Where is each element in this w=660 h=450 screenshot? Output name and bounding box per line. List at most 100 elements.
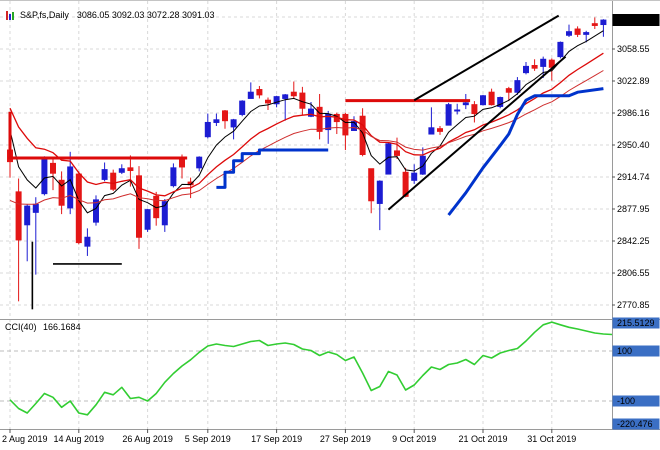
price-tick-label: 2950.40 [617,140,650,150]
candle-down [591,23,598,26]
candle-down [256,89,263,96]
candle-down [574,28,581,35]
date-tick-label: 27 Sep 2019 [320,434,371,444]
red-resistance-lines[interactable] [8,99,471,160]
candle-up [118,168,125,173]
candle-down [110,172,117,190]
price-tick-label: 3022.89 [617,76,650,86]
candle-up [239,100,246,115]
candle-up [204,121,211,138]
panel-separators [0,1,660,430]
candle-down [368,168,375,202]
candle-down [488,91,495,106]
candle-up [566,31,572,36]
blue-support-line[interactable] [216,87,604,216]
candle-up [514,80,521,93]
indicator-level-label: 100 [617,346,632,356]
candle-down [437,128,443,132]
candle-down [471,104,478,115]
grid [0,1,612,429]
price-axis: 3058.55 3022.89 2986.16 2950.40 2914.74 2877.… [612,14,660,310]
candle-down [342,113,349,136]
candle-up [161,201,168,226]
candle-down [531,65,538,69]
candle-up [419,155,426,175]
candle-up [247,91,254,99]
candle-down [222,110,228,122]
indicator-level-box [612,395,660,407]
moving-averages [9,30,604,214]
candle-up [32,203,39,213]
candle-up [376,180,383,204]
candle-up [462,102,469,106]
candle-down [265,99,271,104]
candle-up [196,156,203,169]
candle-up [523,65,529,74]
ma-fast-black [9,30,604,214]
indicator-level-label: -220.476 [617,419,653,429]
candle-down [290,91,297,97]
candle-down [402,171,409,197]
candle-down [50,162,56,174]
candle-up [557,41,564,58]
candle-down [75,173,82,244]
candle-up [445,104,452,126]
candle-down [15,191,22,241]
candle-up [273,96,280,105]
date-tick-label: 2 Aug 2019 [2,434,48,444]
price-tick-label: 3058.55 [617,44,650,54]
date-tick-label: 26 Aug 2019 [122,434,173,444]
candle-up [411,172,418,181]
cci-indicator-line [9,321,613,416]
candle-up [428,127,435,135]
price-tick-label: 2770.85 [617,300,650,310]
date-axis: 2 Aug 2019 14 Aug 2019 26 Aug 2019 5 Sep 20… [2,429,576,444]
candle-up [101,169,108,180]
date-tick-label: 14 Aug 2019 [54,434,105,444]
candle-down [359,115,366,155]
candle-up [230,119,237,128]
candle-up [170,167,177,187]
date-tick-label: 5 Sep 2019 [185,434,231,444]
candle-up [24,205,31,226]
candle-down [127,167,134,172]
current-price-label: 3091.03 [617,16,650,26]
candle-up [93,199,99,223]
candle-up [325,113,332,131]
candle-up [41,157,48,195]
indicator-level-label: -100 [617,396,635,406]
indicator-level-box [612,317,660,329]
candle-up [583,32,590,35]
candle-up [454,109,461,112]
candle-up [213,119,220,123]
indicator-level-box [612,345,660,357]
candle-up [144,209,151,230]
candle-up [67,166,74,209]
candle-up [600,19,607,26]
ma-slow-red [9,70,604,205]
date-tick-label: 9 Oct 2019 [392,434,436,444]
candle-up [282,94,289,99]
ma-mid-red [9,52,604,197]
price-tick-label: 2986.16 [617,108,650,118]
candle-up [540,58,547,67]
current-price-box [612,14,660,26]
candle-down [394,150,400,156]
price-tick-label: 2877.95 [617,204,650,214]
candle-down [136,175,142,238]
candle-down [316,106,323,132]
candle-up [497,97,504,107]
black-support-segments[interactable] [31,241,122,310]
candle-down [505,88,512,93]
date-tick-label: 17 Sep 2019 [251,434,302,444]
indicator-level-label: 215.5129 [617,318,655,328]
date-tick-label: 21 Oct 2019 [458,434,507,444]
candle-up [84,236,91,247]
candle-up [480,95,486,106]
candle-down [58,179,65,206]
indicator-axis: 215.5129 100 -100 -220.476 [612,317,660,430]
trend-channel[interactable] [387,14,567,211]
indicator-level-box [612,418,660,430]
